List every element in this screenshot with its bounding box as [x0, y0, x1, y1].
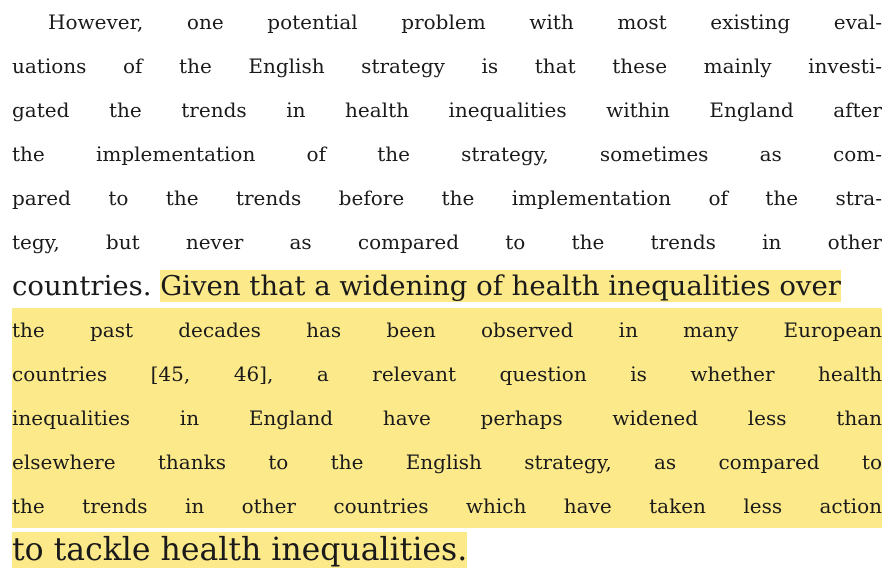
- text-line: countries. Given that a widening of heal…: [12, 264, 882, 308]
- text-line: uations of the English strategy is that …: [12, 44, 882, 88]
- highlighted-line: the trends in other countries which have…: [12, 484, 882, 528]
- highlighted-line: elsewhere thanks to the English strategy…: [12, 440, 882, 484]
- highlighted-text: Given that a widening of health inequali…: [160, 270, 841, 302]
- highlighted-line: countries [45, 46], a relevant question …: [12, 352, 882, 396]
- highlighted-text: to tackle health inequalities.: [12, 532, 468, 568]
- text-line: gated the trends in health inequalities …: [12, 88, 882, 132]
- highlighted-text: inequalities in England have perhaps wid…: [12, 406, 882, 430]
- text-line: pared to the trends before the implement…: [12, 176, 882, 220]
- text-line-content: pared to the trends before the implement…: [12, 186, 882, 210]
- highlighted-text: countries [45, 46], a relevant question …: [12, 362, 882, 386]
- text-line-content: tegy, but never as compared to the trend…: [12, 230, 882, 254]
- highlighted-text: the past decades has been observed in ma…: [12, 318, 882, 342]
- text-line: the implementation of the strategy, some…: [12, 132, 882, 176]
- text-line-content: the implementation of the strategy, some…: [12, 142, 882, 166]
- text-line-content: gated the trends in health inequalities …: [12, 98, 882, 122]
- text-line: tegy, but never as compared to the trend…: [12, 220, 882, 264]
- highlighted-text: the trends in other countries which have…: [12, 494, 882, 518]
- text-line-content: countries.: [12, 270, 161, 302]
- highlighted-text: elsewhere thanks to the English strategy…: [12, 450, 882, 474]
- text-line-content: uations of the English strategy is that …: [12, 54, 882, 78]
- highlighted-line: to tackle health inequalities.: [12, 528, 882, 572]
- text-line-content: However, one potential problem with most…: [48, 10, 882, 34]
- highlighted-line: inequalities in England have perhaps wid…: [12, 396, 882, 440]
- highlighted-line: the past decades has been observed in ma…: [12, 308, 882, 352]
- text-line: However, one potential problem with most…: [12, 0, 882, 44]
